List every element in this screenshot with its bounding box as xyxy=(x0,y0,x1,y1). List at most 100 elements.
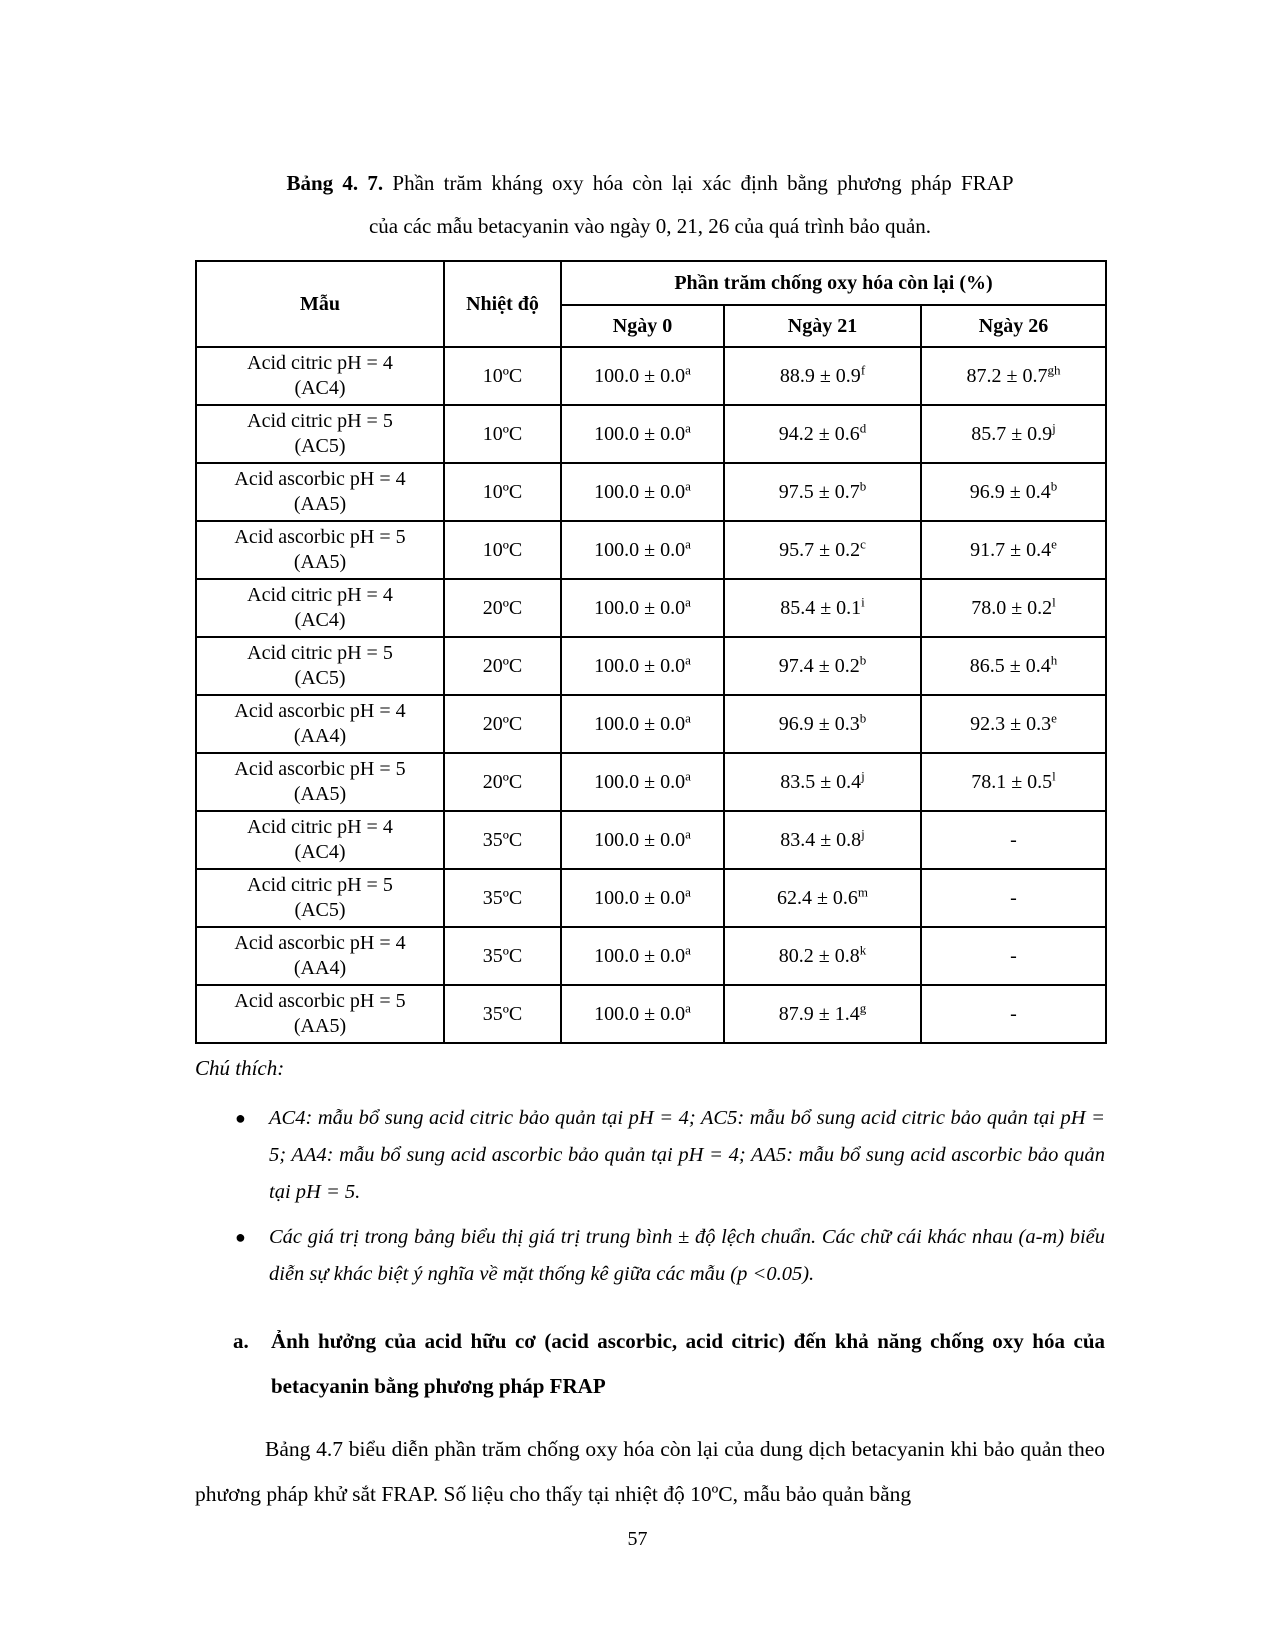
sample-code: (AC4) xyxy=(294,377,346,399)
cell-temperature: 35ºC xyxy=(443,926,562,986)
note-bullet-2: ● Các giá trị trong bảng biểu thị giá tr… xyxy=(195,1219,1105,1293)
note-bullet-1-text: AC4: mẫu bổ sung acid citric bảo quản tạ… xyxy=(269,1107,1105,1203)
body-paragraph: Bảng 4.7 biểu diễn phần trăm chống oxy h… xyxy=(195,1437,1105,1506)
cell-temperature: 35ºC xyxy=(443,868,562,928)
header-sample: Mẫu xyxy=(195,260,445,348)
bullet-icon: ● xyxy=(235,1227,246,1247)
notes-label: Chú thích: xyxy=(195,1056,285,1080)
cell-sample: Acid ascorbic pH = 5 (AA5) xyxy=(195,984,445,1044)
note-bullet-1: ● AC4: mẫu bổ sung acid citric bảo quản … xyxy=(195,1100,1105,1211)
table-body: Acid citric pH = 4 (AC4) 10ºC 100.0 ± 0.0a 8… xyxy=(195,346,1107,1044)
table-row: Acid citric pH = 5 (AC5) 35ºC 100.0 ± 0.0a 6… xyxy=(195,868,1107,928)
significance-letter: l xyxy=(1052,593,1056,609)
header-temperature: Nhiệt độ xyxy=(443,260,562,348)
sample-name: Acid citric pH = 4 xyxy=(247,584,393,606)
cell-day26: - xyxy=(920,810,1107,870)
cell-day21: 62.4 ± 0.6m xyxy=(723,868,922,928)
sample-code: (AC4) xyxy=(294,841,346,863)
cell-day26: 85.7 ± 0.9j xyxy=(920,404,1107,464)
significance-letter: k xyxy=(859,941,867,957)
cell-sample: Acid ascorbic pH = 5 (AA5) xyxy=(195,752,445,812)
table-row: Acid ascorbic pH = 4 (AA5) 10ºC 100.0 ± 0.0… xyxy=(195,462,1107,522)
table-row: Acid citric pH = 4 (AC4) 35ºC 100.0 ± 0.0a 8… xyxy=(195,810,1107,870)
significance-letter: a xyxy=(685,361,691,377)
header-day-21: Ngày 21 xyxy=(723,304,922,348)
cell-sample: Acid citric pH = 4 (AC4) xyxy=(195,578,445,638)
cell-day26: 96.9 ± 0.4b xyxy=(920,462,1107,522)
cell-sample: Acid citric pH = 5 (AC5) xyxy=(195,636,445,696)
cell-day21: 95.7 ± 0.2c xyxy=(723,520,922,580)
cell-day26: 78.1 ± 0.5l xyxy=(920,752,1107,812)
sample-code: (AA5) xyxy=(293,1015,347,1037)
sample-name: Acid citric pH = 5 xyxy=(247,874,393,896)
header-group: Phần trăm chống oxy hóa còn lại (%) xyxy=(560,260,1107,306)
cell-day26: - xyxy=(920,868,1107,928)
table-row: Acid ascorbic pH = 5 (AA5) 10ºC 100.0 ± 0.0… xyxy=(195,520,1107,580)
table-caption-label: Bảng 4. 7. xyxy=(286,171,384,195)
significance-letter: j xyxy=(861,825,865,841)
cell-day0: 100.0 ± 0.0a xyxy=(560,404,725,464)
cell-day0: 100.0 ± 0.0a xyxy=(560,694,725,754)
cell-day26: 92.3 ± 0.3e xyxy=(920,694,1107,754)
significance-letter: b xyxy=(859,709,867,725)
significance-letter: i xyxy=(861,593,865,609)
significance-letter: e xyxy=(1051,709,1057,725)
cell-day21: 96.9 ± 0.3b xyxy=(723,694,922,754)
significance-letter: a xyxy=(685,883,691,899)
significance-letter: b xyxy=(859,477,867,493)
table-row: Acid citric pH = 4 (AC4) 10ºC 100.0 ± 0.0a 8… xyxy=(195,346,1107,406)
cell-temperature: 10ºC xyxy=(443,346,562,406)
sample-name: Acid citric pH = 4 xyxy=(247,352,393,374)
cell-day21: 97.4 ± 0.2b xyxy=(723,636,922,696)
sample-name: Acid ascorbic pH = 4 xyxy=(234,700,406,722)
significance-letter: j xyxy=(1052,419,1056,435)
section-heading: a. Ảnh hưởng của acid hữu cơ (acid ascor… xyxy=(195,1319,1105,1409)
sample-name: Acid ascorbic pH = 4 xyxy=(234,468,406,490)
sample-code: (AC5) xyxy=(294,899,346,921)
table-row: Acid citric pH = 5 (AC5) 10ºC 100.0 ± 0.0a 9… xyxy=(195,404,1107,464)
significance-letter: a xyxy=(685,825,691,841)
data-table: Mẫu Nhiệt độ Phần trăm chống oxy hóa còn… xyxy=(195,260,1107,1044)
significance-letter: g xyxy=(859,999,867,1015)
cell-temperature: 10ºC xyxy=(443,462,562,522)
cell-day0: 100.0 ± 0.0a xyxy=(560,346,725,406)
cell-day0: 100.0 ± 0.0a xyxy=(560,578,725,638)
sample-code: (AA4) xyxy=(293,957,347,979)
significance-letter: a xyxy=(685,535,691,551)
table-row: Acid ascorbic pH = 5 (AA5) 35ºC 100.0 ± 0.0… xyxy=(195,984,1107,1044)
cell-day21: 87.9 ± 1.4g xyxy=(723,984,922,1044)
significance-letter: c xyxy=(860,535,866,551)
table-header-row-1: Mẫu Nhiệt độ Phần trăm chống oxy hóa còn… xyxy=(195,260,1107,348)
table-row: Acid ascorbic pH = 5 (AA5) 20ºC 100.0 ± 0.0… xyxy=(195,752,1107,812)
significance-letter: a xyxy=(685,941,691,957)
significance-letter: m xyxy=(857,883,869,899)
significance-letter: b xyxy=(859,651,867,667)
cell-day26: 91.7 ± 0.4e xyxy=(920,520,1107,580)
table-row: Acid citric pH = 5 (AC5) 20ºC 100.0 ± 0.0a 9… xyxy=(195,636,1107,696)
significance-letter: gh xyxy=(1047,361,1061,377)
cell-temperature: 10ºC xyxy=(443,520,562,580)
significance-letter: a xyxy=(685,651,691,667)
section-marker: a. xyxy=(233,1329,249,1353)
header-day-26: Ngày 26 xyxy=(920,304,1107,348)
cell-day0: 100.0 ± 0.0a xyxy=(560,520,725,580)
significance-letter: f xyxy=(860,361,866,377)
cell-sample: Acid citric pH = 5 (AC5) xyxy=(195,868,445,928)
cell-sample: Acid ascorbic pH = 5 (AA5) xyxy=(195,520,445,580)
cell-temperature: 10ºC xyxy=(443,404,562,464)
table-row: Acid citric pH = 4 (AC4) 20ºC 100.0 ± 0.0a 8… xyxy=(195,578,1107,638)
cell-day26: 78.0 ± 0.2l xyxy=(920,578,1107,638)
cell-temperature: 20ºC xyxy=(443,636,562,696)
cell-day21: 83.5 ± 0.4j xyxy=(723,752,922,812)
cell-day21: 80.2 ± 0.8k xyxy=(723,926,922,986)
table-caption: Bảng 4. 7. Phần trăm kháng oxy hóa còn l… xyxy=(195,162,1105,248)
sample-name: Acid citric pH = 5 xyxy=(247,642,393,664)
cell-day0: 100.0 ± 0.0a xyxy=(560,462,725,522)
cell-sample: Acid citric pH = 4 (AC4) xyxy=(195,346,445,406)
cell-temperature: 35ºC xyxy=(443,984,562,1044)
cell-sample: Acid citric pH = 5 (AC5) xyxy=(195,404,445,464)
table-header-row-2: Ngày 0 Ngày 21 Ngày 26 xyxy=(196,304,1107,348)
significance-letter: a xyxy=(685,419,691,435)
sample-name: Acid ascorbic pH = 5 xyxy=(234,758,406,780)
